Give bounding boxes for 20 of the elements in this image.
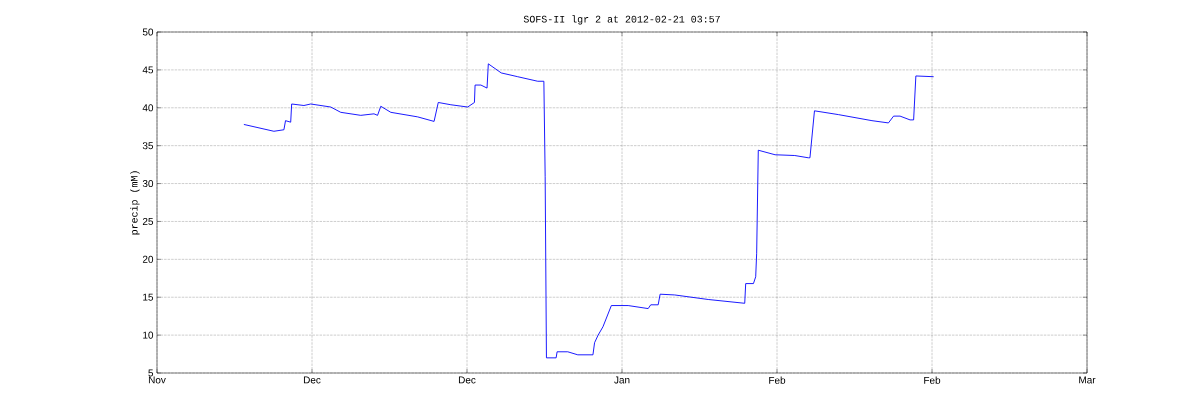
y-tick-label: 30: [142, 180, 154, 188]
x-tick-label: Mar: [1079, 376, 1096, 384]
y-tick-label: 50: [142, 28, 154, 36]
y-axis-title: precip (mM): [130, 171, 140, 235]
y-tick-label: 45: [142, 66, 154, 74]
x-tick-label: Dec: [303, 376, 321, 384]
chart-title: SOFS-II lgr 2 at 2012-02-21 03:57: [523, 15, 720, 25]
x-tick-label: Feb: [769, 376, 786, 384]
y-tick-label: 40: [142, 104, 154, 112]
line-series: [243, 63, 935, 359]
y-tick-label: 15: [143, 293, 154, 301]
y-tick-label: 35: [142, 142, 154, 150]
y-tick-label: 25: [142, 217, 154, 225]
x-tick-label: Jan: [614, 376, 630, 384]
y-tick-label: 5: [148, 369, 154, 377]
x-tick-label: Feb: [924, 376, 941, 384]
x-tick-label: Nov: [148, 376, 166, 384]
y-tick-label: 10: [143, 331, 154, 339]
y-tick-label: 20: [142, 255, 154, 263]
x-tick-label: Dec: [458, 376, 476, 384]
